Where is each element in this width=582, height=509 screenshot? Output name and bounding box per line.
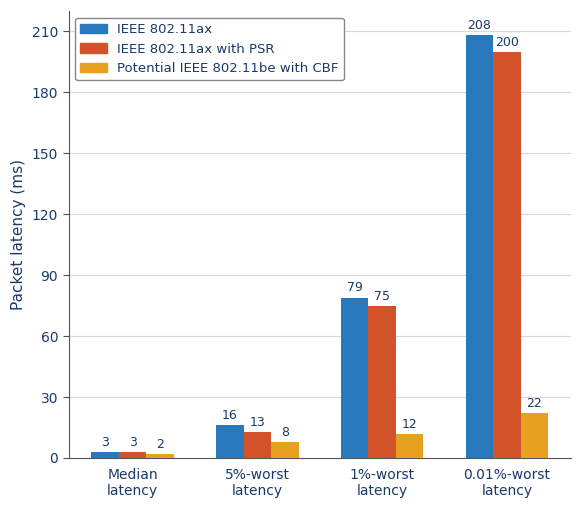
Bar: [271, 442, 299, 458]
Bar: [368, 305, 396, 458]
Text: 3: 3: [129, 436, 137, 449]
Bar: [493, 52, 521, 458]
Y-axis label: Packet latency (ms): Packet latency (ms): [11, 159, 26, 310]
Bar: [341, 297, 368, 458]
Text: 75: 75: [374, 290, 390, 302]
Text: 12: 12: [402, 417, 417, 431]
Text: 200: 200: [495, 36, 519, 49]
Text: 2: 2: [156, 438, 164, 451]
Bar: [466, 36, 493, 458]
Bar: [119, 452, 146, 458]
Text: 8: 8: [281, 426, 289, 439]
Bar: [216, 426, 244, 458]
Bar: [244, 432, 271, 458]
Text: 208: 208: [467, 19, 491, 33]
Bar: [521, 413, 548, 458]
Text: 79: 79: [347, 281, 363, 295]
Legend: IEEE 802.11ax, IEEE 802.11ax with PSR, Potential IEEE 802.11be with CBF: IEEE 802.11ax, IEEE 802.11ax with PSR, P…: [75, 18, 344, 80]
Text: 16: 16: [222, 409, 238, 422]
Bar: [91, 452, 119, 458]
Text: 13: 13: [250, 415, 265, 429]
Text: 3: 3: [101, 436, 109, 449]
Bar: [396, 434, 423, 458]
Bar: [146, 454, 174, 458]
Text: 22: 22: [527, 397, 542, 410]
